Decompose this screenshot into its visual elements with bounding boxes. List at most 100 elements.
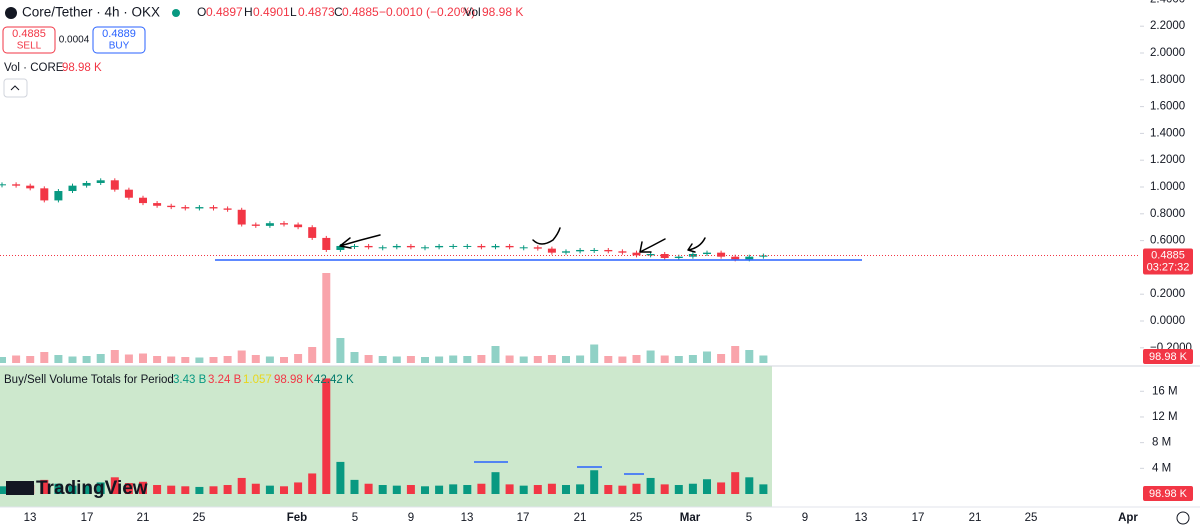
indicator-bar (491, 472, 500, 494)
indicator-bar (110, 477, 119, 494)
volume-bar (674, 356, 683, 363)
indicator-bar (350, 479, 359, 494)
volume-bar (717, 354, 726, 363)
volume-bar (703, 351, 711, 363)
indicator-bar (167, 485, 176, 494)
indicator-bar (96, 482, 105, 494)
indicator-bar (0, 486, 6, 494)
indicator-bar (40, 479, 49, 494)
indicator-bar (364, 483, 373, 494)
indicator-bar (717, 482, 726, 494)
indicator-bar (674, 485, 683, 494)
time-label: 9 (802, 512, 808, 524)
time-label: 5 (352, 512, 358, 524)
time-axis: 13 17 21 25 Feb 5 9 13 17 21 25 Mar 5 9 13 17 21 25 Apr (24, 511, 1190, 525)
price-tick-label: 1.8000 (1150, 74, 1185, 86)
time-label: Feb (287, 512, 307, 524)
volume-legend-value: 98.98 K (62, 62, 102, 74)
indicator-tag (1143, 486, 1193, 501)
candle (632, 252, 641, 256)
volume-bar (562, 356, 570, 363)
volume-bar (40, 352, 49, 363)
indicator-bar (632, 483, 641, 494)
indicator-delta: 42.42 K (314, 374, 354, 386)
change: −0.0010 (−0.20%) (379, 5, 475, 19)
candle (124, 189, 133, 198)
candle (223, 208, 232, 210)
price-tag-countdown: 03:27:32 (1147, 261, 1190, 273)
candle (350, 245, 359, 247)
open-label: O (197, 5, 206, 19)
candle (576, 249, 585, 252)
volume-bar (167, 356, 176, 363)
low-label: L (290, 5, 297, 19)
price-tick-label: 2.4000 (1150, 0, 1185, 5)
candle (449, 245, 458, 247)
candle (392, 245, 401, 248)
volume-bar (590, 344, 599, 363)
candle (421, 247, 429, 249)
sell-button[interactable] (2, 26, 56, 54)
buy-price: 0.4889 (102, 28, 136, 40)
indicator-bar (237, 477, 246, 494)
indicator-bar (533, 485, 542, 494)
indicator-bar (181, 486, 190, 494)
candle (505, 245, 514, 248)
indicator-bar (280, 486, 288, 494)
candle (181, 207, 190, 209)
indicator-bar (618, 485, 627, 494)
indicator-bar (209, 486, 218, 494)
volume-bar (533, 356, 542, 363)
volume-bar (12, 355, 21, 363)
indicator-bar (195, 486, 204, 494)
indicator-buy: 3.43 B (173, 374, 207, 386)
candle (688, 254, 697, 257)
indicator-bar (505, 484, 514, 494)
indicator-bar (590, 470, 599, 494)
buy-button[interactable] (92, 26, 146, 54)
volume-tick-label: 8 M (1152, 437, 1171, 449)
volume-bar (153, 356, 162, 363)
volume-bar (646, 350, 655, 363)
time-label: 17 (517, 512, 530, 524)
volume-bar (604, 356, 613, 363)
candle (759, 255, 768, 257)
indicator-bar (449, 484, 458, 494)
time-label: 21 (574, 512, 587, 524)
candle (717, 252, 726, 257)
candle (237, 209, 246, 225)
volume-bar (223, 356, 232, 363)
volume-bar (435, 356, 444, 363)
indicator-bar (308, 473, 317, 494)
candle (562, 251, 570, 253)
volume-bar (251, 355, 260, 363)
candle (294, 224, 303, 228)
indicator-bar (82, 485, 91, 494)
volume-tag (1143, 349, 1193, 364)
volume-bar (294, 354, 303, 363)
candle (378, 247, 387, 249)
symbol-logo (5, 7, 17, 19)
candle (731, 256, 740, 260)
volume-bar (308, 347, 317, 363)
price-tick-label: 1.6000 (1150, 101, 1185, 113)
candle (533, 247, 542, 249)
volume-bar (124, 354, 133, 363)
collapse-button[interactable] (3, 78, 28, 98)
indicator-bar (251, 483, 260, 494)
candle (0, 184, 6, 186)
candle (96, 180, 105, 183)
indicator-bar (378, 485, 387, 494)
volume-bar (26, 356, 35, 363)
candle (40, 188, 49, 201)
volume-bar (110, 350, 119, 363)
indicator-bar (322, 378, 331, 494)
close-label: C (334, 5, 343, 19)
time-label: 9 (408, 512, 414, 524)
settings-button[interactable] (1176, 511, 1190, 525)
indicator-bar (435, 485, 444, 494)
price-tick-label: 0.0000 (1150, 315, 1185, 327)
candle (618, 251, 627, 253)
volume-bar (477, 355, 486, 363)
